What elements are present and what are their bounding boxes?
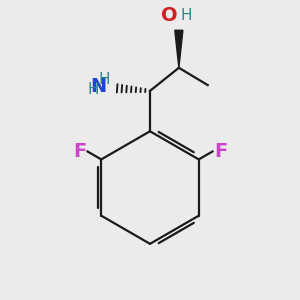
Text: H: H — [180, 8, 192, 23]
Text: F: F — [214, 142, 227, 161]
Text: H: H — [98, 72, 110, 87]
Text: F: F — [73, 142, 86, 161]
Polygon shape — [175, 30, 183, 68]
Text: N: N — [91, 77, 107, 96]
Text: H: H — [88, 82, 100, 97]
Text: O: O — [161, 6, 177, 25]
